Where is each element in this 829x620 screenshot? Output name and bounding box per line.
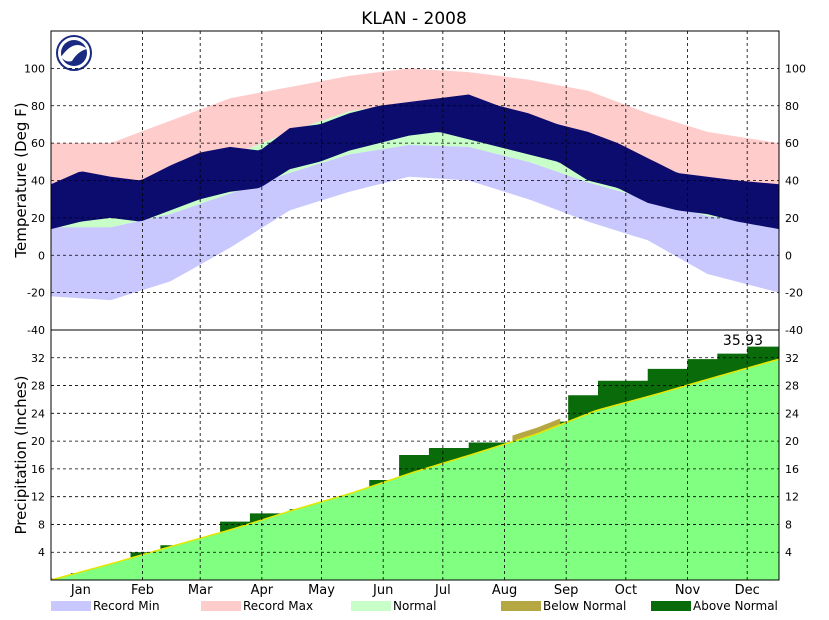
temperature-tick-label-right: -40 <box>785 324 803 337</box>
temperature-tick-label-left: 60 <box>31 137 45 150</box>
month-tick-label: Jul <box>434 583 451 598</box>
temperature-tick-label-left: 100 <box>24 62 45 75</box>
legend-swatch <box>651 601 691 611</box>
legend-label: Record Min <box>93 599 160 613</box>
precipitation-tick-label-right: 8 <box>785 518 792 531</box>
temperature-tick-label-left: -20 <box>27 287 45 300</box>
precipitation-tick-label-left: 12 <box>31 491 45 504</box>
temperature-tick-label-left: 80 <box>31 100 45 113</box>
precipitation-tick-label-left: 28 <box>31 380 45 393</box>
month-tick-label: Jan <box>70 583 91 598</box>
legend-label: Record Max <box>243 599 313 613</box>
month-tick-label: Nov <box>675 583 701 598</box>
month-tick-label: Jun <box>372 583 393 598</box>
temperature-tick-label-right: -20 <box>785 287 803 300</box>
precipitation-tick-label-left: 8 <box>38 518 45 531</box>
precipitation-tick-label-left: 32 <box>31 352 45 365</box>
temperature-tick-label-right: 60 <box>785 137 799 150</box>
legend-label: Above Normal <box>693 599 778 613</box>
record-max-band <box>51 68 779 200</box>
precipitation-total-label: 35.93 <box>723 333 763 349</box>
precipitation-panel: 4 4 8 8 12 12 16 16 20 20 24 24 28 28 32 32 35.93 <box>31 329 799 581</box>
legend-label: Normal <box>393 599 436 613</box>
legend-swatch <box>501 601 541 611</box>
temperature-tick-label-right: 0 <box>785 249 792 262</box>
legend-swatch <box>351 601 391 611</box>
legend-swatch <box>51 601 91 611</box>
temperature-tick-label-right: 80 <box>785 100 799 113</box>
temperature-tick-label-left: 40 <box>31 175 45 188</box>
normal-precip-line <box>50 358 780 581</box>
temperature-tick-label-right: 20 <box>785 212 799 225</box>
temperature-tick-label-left: 0 <box>38 249 45 262</box>
precipitation-tick-label-right: 12 <box>785 491 799 504</box>
month-tick-label: Aug <box>492 583 517 598</box>
month-tick-labels: Jan Feb Mar Apr May Jun Jul Aug Sep Oct Nov Dec <box>70 31 760 598</box>
temperature-tick-label-right: 100 <box>785 62 806 75</box>
legend-label: Below Normal <box>543 599 626 613</box>
temperature-panel: -40 -40 -20 -20 0 0 20 20 40 40 60 60 80 80 100 100 <box>24 30 806 337</box>
precipitation-tick-label-left: 4 <box>38 546 45 559</box>
noaa-logo <box>56 35 92 71</box>
precipitation-frame <box>50 329 780 581</box>
temperature-tick-label-left: -40 <box>27 324 45 337</box>
below-normal-precip-area <box>512 418 561 442</box>
record-min-band <box>51 144 779 301</box>
month-tick-label: Sep <box>554 583 579 598</box>
precipitation-tick-label-left: 16 <box>31 463 45 476</box>
precipitation-tick-label-right: 20 <box>785 435 799 448</box>
precipitation-tick-label-left: 24 <box>31 407 45 420</box>
precipitation-tick-label-right: 24 <box>785 407 799 420</box>
precipitation-axis-label: Precipitation (Inches) <box>12 376 30 535</box>
precipitation-tick-label-left: 20 <box>31 435 45 448</box>
month-tick-label: Oct <box>615 583 637 598</box>
observed-temperature-range <box>51 94 779 230</box>
month-tick-label: Mar <box>188 583 213 598</box>
temperature-tick-label-right: 40 <box>785 175 799 188</box>
month-tick-label: Dec <box>735 583 760 598</box>
precipitation-tick-label-right: 4 <box>785 546 792 559</box>
precipitation-tick-label-right: 28 <box>785 380 799 393</box>
month-tick-label: Apr <box>251 583 274 598</box>
temperature-axis-label: Temperature (Deg F) <box>12 102 30 258</box>
precipitation-tick-label-right: 16 <box>785 463 799 476</box>
legend: Record Min Record Max Normal Below Normal Ab… <box>51 599 778 613</box>
chart-title: KLAN - 2008 <box>361 9 467 29</box>
month-tick-label: Feb <box>131 583 154 598</box>
precipitation-tick-label-right: 32 <box>785 352 799 365</box>
temperature-tick-label-left: 20 <box>31 212 45 225</box>
legend-swatch <box>201 601 241 611</box>
month-tick-label: May <box>308 583 335 598</box>
